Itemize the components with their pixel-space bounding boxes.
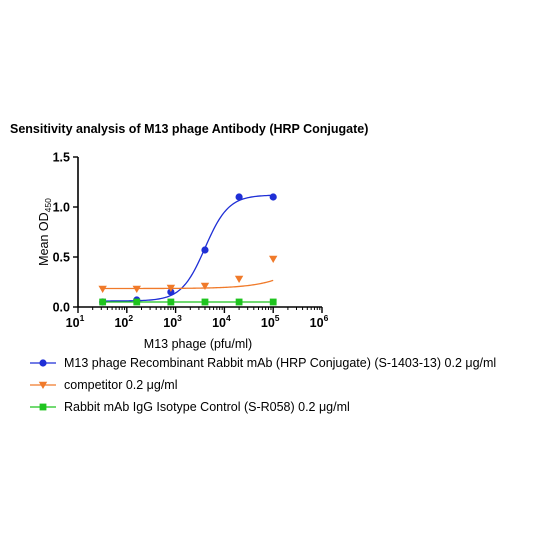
legend-label: Rabbit mAb IgG Isotype Control (S-R058) … xyxy=(64,400,350,414)
data-point-series-1 xyxy=(269,193,277,201)
x-tick-label: 102 xyxy=(114,313,133,330)
legend-swatch-2 xyxy=(30,381,56,389)
x-tick-exponent: 4 xyxy=(226,313,231,323)
x-tick-exponent: 5 xyxy=(275,313,280,323)
x-tick-base: 10 xyxy=(114,316,128,330)
x-tick-base: 10 xyxy=(163,316,177,330)
legend-label: M13 phage Recombinant Rabbit mAb (HRP Co… xyxy=(64,356,497,370)
x-tick-exponent: 2 xyxy=(128,313,133,323)
x-tick-label: 105 xyxy=(261,313,280,330)
x-tick-label: 103 xyxy=(163,313,182,330)
y-tick-label: 1.0 xyxy=(53,201,70,215)
data-point-series-2 xyxy=(98,285,107,293)
data-point-series-2 xyxy=(200,282,210,290)
data-point-series-1 xyxy=(201,246,209,254)
fit-curves xyxy=(102,194,274,303)
legend-label: competitor 0.2 μg/ml xyxy=(64,378,178,392)
y-tick-label: 1.5 xyxy=(53,151,70,165)
legend-marker xyxy=(38,381,48,389)
x-tick-label: 101 xyxy=(66,313,85,330)
data-markers xyxy=(98,193,278,306)
x-tick-exponent: 6 xyxy=(324,313,329,323)
x-tick-exponent: 3 xyxy=(177,313,182,323)
legend-swatch-1 xyxy=(30,359,56,367)
y-axis-label-main: Mean OD xyxy=(37,212,51,266)
y-tick-label: 0.5 xyxy=(53,251,70,265)
y-axis-label: Mean OD450 xyxy=(37,198,53,266)
legend-marker xyxy=(39,403,47,411)
x-tick-base: 10 xyxy=(212,316,226,330)
data-point-series-3 xyxy=(99,298,107,306)
data-point-series-1 xyxy=(235,193,243,201)
y-axis-label-sub: 450 xyxy=(43,198,53,212)
chart-title: Sensitivity analysis of M13 phage Antibo… xyxy=(10,122,369,136)
data-point-series-3 xyxy=(269,298,277,306)
x-tick-label: 106 xyxy=(310,313,329,330)
x-axis-label: M13 phage (pfu/ml) xyxy=(144,337,252,351)
data-point-series-2 xyxy=(132,285,141,293)
data-point-series-3 xyxy=(167,298,175,306)
data-point-series-2 xyxy=(269,255,278,263)
data-point-series-3 xyxy=(235,298,243,306)
data-point-series-3 xyxy=(201,298,209,306)
data-point-series-2 xyxy=(234,275,244,283)
x-tick-exponent: 1 xyxy=(80,313,85,323)
legend-marker xyxy=(39,359,47,367)
fit-curve-series-1 xyxy=(102,194,274,302)
x-tick-base: 10 xyxy=(310,316,324,330)
x-tick-base: 10 xyxy=(261,316,275,330)
data-point-series-2 xyxy=(166,284,176,292)
fit-curve-series-2 xyxy=(102,279,274,290)
x-tick-base: 10 xyxy=(66,316,80,330)
x-tick-label: 104 xyxy=(212,313,231,330)
data-point-series-3 xyxy=(133,298,141,306)
y-tick-label: 0.0 xyxy=(53,301,70,315)
legend-swatch-3 xyxy=(30,403,56,411)
